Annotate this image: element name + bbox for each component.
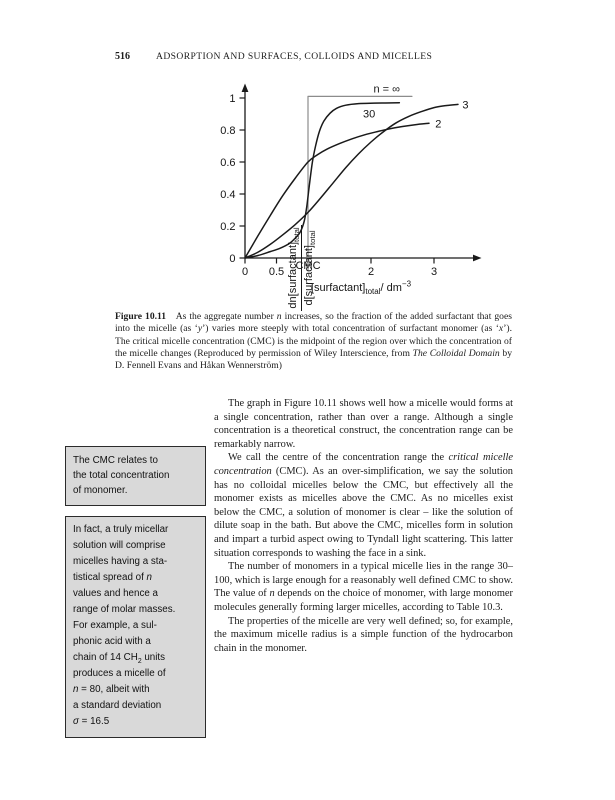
curve-n-2 — [244, 122, 430, 259]
paragraph-single-concentration: The graph in Figure 10.11 shows well how… — [214, 398, 513, 450]
page-number: 516 — [115, 51, 130, 62]
margin-note-micellar-spread: In fact, a truly micellar solution will c… — [65, 516, 206, 738]
y-tick-label: 0.8 — [220, 125, 235, 137]
y-axis-label-fraction: dn[surfactant]total d[surfactant]total — [287, 225, 318, 311]
y-axis-label-numerator: dn[surfactant]total — [287, 225, 302, 311]
x-axis-arrow-icon — [473, 254, 482, 262]
curve-n-30 — [244, 102, 401, 259]
figure-10-11: 0 0.2 0.4 0.6 0.8 1 0 0.5 2 3 CMC n = ∞ 30 3 2 [surfact… — [100, 83, 520, 315]
curve-label-n-3: 3 — [462, 100, 468, 112]
paragraph-cmc-definition: We call the centre of the concentration … — [214, 452, 514, 559]
y-tick-label: 0.2 — [220, 221, 235, 233]
x-axis-label: [surfactant]total/ dm−3 — [311, 280, 412, 297]
curve-label-n-2: 2 — [435, 118, 441, 130]
margin-note-cmc: The CMC relates to the total concentratio… — [65, 446, 206, 506]
curve-n-3 — [244, 103, 459, 259]
curve-label-n-30: 30 — [363, 109, 375, 121]
x-tick-label: 2 — [368, 266, 374, 278]
figure-caption: Figure 10.11 As the aggregate number n i… — [115, 311, 512, 372]
body-text: The graph in Figure 10.11 shows well how… — [115, 397, 513, 742]
paragraph-monomer-number: The number of monomers in a typical mice… — [214, 561, 513, 613]
y-axis-label-denominator: d[surfactant]total — [303, 230, 318, 306]
x-tick-label: 3 — [431, 266, 437, 278]
x-tick-label: 0.5 — [269, 266, 284, 278]
running-head: ADSORPTION AND SURFACES, COLLOIDS AND MI… — [156, 51, 433, 62]
paragraph-micelle-properties: The properties of the micelle are very w… — [214, 615, 513, 654]
y-tick-label: 0 — [229, 253, 235, 265]
y-tick-label: 0.6 — [220, 157, 235, 169]
page-header: 516 ADSORPTION AND SURFACES, COLLOIDS AND… — [115, 51, 515, 62]
y-axis-arrow-icon — [241, 83, 249, 92]
y-tick-label: 1 — [229, 93, 235, 105]
curve-label-n-infinity: n = ∞ — [374, 84, 401, 96]
y-tick-label: 0.4 — [220, 189, 235, 201]
margin-note-spacer — [115, 424, 214, 742]
x-tick-label: 0 — [242, 266, 248, 278]
